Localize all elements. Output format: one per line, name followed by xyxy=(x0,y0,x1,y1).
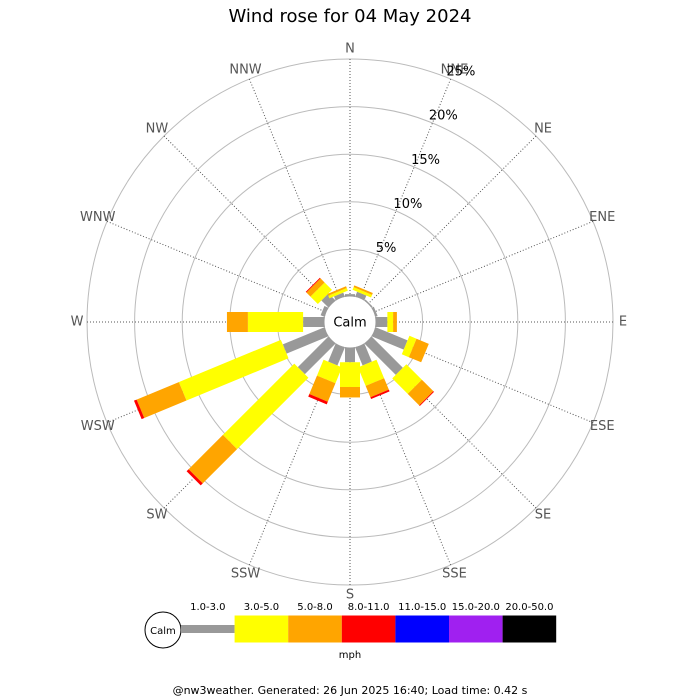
bar-segment xyxy=(340,386,360,398)
bar-segment xyxy=(364,336,403,375)
direction-label: NW xyxy=(146,121,169,136)
bar-segment xyxy=(375,317,388,327)
spoke xyxy=(106,220,328,313)
bar-segment xyxy=(365,378,389,398)
bar-segment xyxy=(340,362,360,387)
bar-segment xyxy=(310,282,332,304)
bar-segment xyxy=(392,364,422,394)
bar-segment xyxy=(303,317,326,327)
direction-label: E xyxy=(619,315,627,330)
direction-label: SE xyxy=(535,508,551,523)
legend-unit: mph xyxy=(339,650,361,661)
legend-label: 11.0-15.0 xyxy=(398,602,446,613)
bar-segment xyxy=(320,305,329,318)
bar-segment xyxy=(364,299,373,308)
direction-label: ESE xyxy=(590,419,615,434)
legend-swatch xyxy=(181,625,235,633)
legend-label: 1.0-3.0 xyxy=(190,602,225,613)
bar-segment xyxy=(308,394,328,405)
bar-segment xyxy=(188,434,238,484)
legend-label: 5.0-8.0 xyxy=(297,602,332,613)
bar-segment xyxy=(136,382,187,419)
r-tick-label: 25% xyxy=(447,64,476,79)
bar-segment xyxy=(247,312,304,332)
spoke xyxy=(163,135,333,305)
bar-segment xyxy=(370,389,390,400)
bar-segment xyxy=(345,347,355,363)
direction-label: ENE xyxy=(589,210,615,225)
bar-segment xyxy=(393,312,397,332)
bar-segment xyxy=(309,375,336,402)
direction-label: WSW xyxy=(81,419,115,434)
direction-label: SSE xyxy=(442,567,467,582)
bar-segment xyxy=(222,363,309,450)
bar-segment xyxy=(178,339,289,401)
direction-label: N xyxy=(345,42,355,57)
direction-label: NNE xyxy=(441,62,469,77)
legend-swatch xyxy=(395,615,449,643)
legend-calm-label: Calm xyxy=(150,626,176,637)
bar-segment xyxy=(282,326,329,354)
bar-segment xyxy=(316,359,343,384)
direction-label: NNW xyxy=(229,62,261,77)
spoke xyxy=(248,78,341,300)
bar-segment xyxy=(328,343,346,366)
bar-segment xyxy=(354,291,367,301)
bar-segment xyxy=(328,288,348,299)
bar-segment xyxy=(371,306,378,318)
legend-label: 8.0-11.0 xyxy=(348,602,390,613)
bar-segment xyxy=(353,285,373,295)
bar-segment xyxy=(305,277,321,293)
direction-label: SW xyxy=(146,508,167,523)
spoke xyxy=(367,135,537,305)
legend-label: 3.0-5.0 xyxy=(244,602,279,613)
legend-swatch xyxy=(234,615,289,643)
direction-label: W xyxy=(71,315,84,330)
legend-swatch xyxy=(341,615,396,643)
legend-swatch xyxy=(288,615,342,643)
spoke xyxy=(359,78,452,300)
bar-segment xyxy=(306,278,325,297)
r-tick-label: 15% xyxy=(411,153,440,168)
direction-label: WNW xyxy=(80,210,116,225)
bar-segment xyxy=(371,326,408,350)
calm-label: Calm xyxy=(333,316,366,331)
direction-label: NE xyxy=(534,121,552,136)
r-tick-label: 20% xyxy=(429,109,458,124)
bar-segment xyxy=(357,359,385,386)
bar-segment xyxy=(297,336,336,375)
bar-segment xyxy=(387,312,394,332)
legend-swatch xyxy=(502,615,557,643)
footer: @nw3weather. Generated: 26 Jun 2025 16:4… xyxy=(173,684,528,697)
r-tick-label: 10% xyxy=(393,197,422,212)
bar-segment xyxy=(133,399,145,420)
bar-segment xyxy=(352,287,373,298)
bar-segment xyxy=(419,391,434,406)
bar-segment xyxy=(186,469,203,486)
bar-segment xyxy=(345,294,355,297)
direction-label: S xyxy=(346,588,354,603)
bar-segment xyxy=(354,343,372,366)
r-tick-label: 5% xyxy=(376,241,397,256)
calm-circle xyxy=(324,296,376,348)
bar-segment xyxy=(408,338,429,363)
grid-ring xyxy=(134,106,566,538)
bar-segment xyxy=(226,312,248,332)
legend-label: 20.0-50.0 xyxy=(505,602,553,613)
bar-segment xyxy=(401,335,417,358)
legend-swatch xyxy=(449,615,503,643)
bar-segment xyxy=(333,292,346,301)
direction-label: SSW xyxy=(231,567,261,582)
chart-title: Wind rose for 04 May 2024 xyxy=(229,6,472,27)
bar-segment xyxy=(327,286,347,296)
grid-ring xyxy=(181,153,519,491)
spoke xyxy=(372,220,594,313)
legend-label: 15.0-20.0 xyxy=(452,602,500,613)
bar-segment xyxy=(407,379,434,406)
